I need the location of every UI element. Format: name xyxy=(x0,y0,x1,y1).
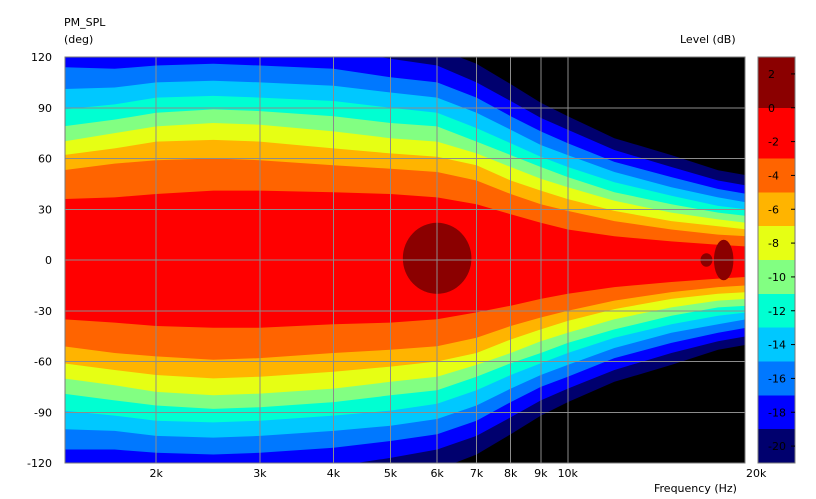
colorbar-tick-label: -4 xyxy=(768,169,779,182)
x-tick-label: 6k xyxy=(430,467,444,480)
y-tick-label: -90 xyxy=(34,406,52,419)
plot-border xyxy=(64,56,746,464)
y-tick-label: -120 xyxy=(27,457,52,470)
chart-title: PM_SPL xyxy=(64,16,106,29)
colorbar-tick-label: -2 xyxy=(768,136,779,149)
colorbar-tick-label: 0 xyxy=(768,102,775,115)
x-axis-label: Frequency (Hz) xyxy=(654,482,737,495)
y-tick-label: 120 xyxy=(31,51,52,64)
colorbar-swatch xyxy=(758,361,795,396)
colorbar-swatch xyxy=(758,57,795,108)
y-tick-label: 60 xyxy=(38,153,52,166)
x-tick-label: 3k xyxy=(253,467,267,480)
x-tick-label: 10k xyxy=(558,467,579,480)
colorbar-swatch xyxy=(758,260,795,294)
y-tick-label: 0 xyxy=(45,254,52,267)
colorbar-tick-label: -12 xyxy=(768,305,786,318)
colorbar-border xyxy=(757,56,796,464)
colorbar-label: Level (dB) xyxy=(680,33,736,46)
colorbar-swatch xyxy=(758,226,795,260)
colorbar-tick-label: 2 xyxy=(768,68,775,81)
colorbar-swatch xyxy=(758,429,795,463)
colorbar-tick-label: -20 xyxy=(768,440,786,453)
y-tick-labels: 120 90 60 30 0 -30 -60 -90 -120 xyxy=(27,51,52,470)
colorbar-tick-label: -18 xyxy=(768,406,786,419)
y-tick-label: 30 xyxy=(38,203,52,216)
colorbar-swatch xyxy=(758,327,795,362)
y-axis-label: (deg) xyxy=(64,33,94,46)
x-tick-label: 8k xyxy=(504,467,518,480)
colorbar-swatch xyxy=(758,293,795,328)
x-tick-label: 7k xyxy=(470,467,484,480)
colorbar-tick-label: -8 xyxy=(768,237,779,250)
grid-lines xyxy=(64,56,746,464)
colorbar-swatch xyxy=(758,192,795,227)
colorbar-swatch xyxy=(758,395,795,430)
colorbar-swatch xyxy=(758,107,795,159)
colorbar-tick-label: -6 xyxy=(768,203,779,216)
x-tick-label: 4k xyxy=(327,467,341,480)
x-tick-label: 20k xyxy=(746,467,767,480)
colorbar-tick-label: -10 xyxy=(768,271,786,284)
x-tick-label: 9k xyxy=(534,467,548,480)
x-tick-label: 2k xyxy=(150,467,164,480)
colorbar-tick-label: -14 xyxy=(768,339,786,352)
y-tick-label: 90 xyxy=(38,102,52,115)
x-tick-labels: 2k 3k 4k 5k 6k 7k 8k 9k 10k 20k xyxy=(150,467,767,480)
colorbar-swatch xyxy=(758,158,795,193)
y-tick-label: -30 xyxy=(34,305,52,318)
y-tick-label: -60 xyxy=(34,356,52,369)
colorbar: 2 0 -2 -4 -6 -8 -10 -12 -14 -16 -18 -20 xyxy=(757,56,796,464)
x-tick-label: 5k xyxy=(384,467,398,480)
colorbar-tick-label: -16 xyxy=(768,372,786,385)
